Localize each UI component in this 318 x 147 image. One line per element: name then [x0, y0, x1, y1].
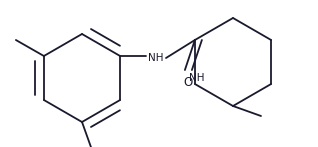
Text: O: O [183, 76, 192, 88]
Text: NH: NH [148, 53, 164, 63]
Text: NH: NH [189, 73, 205, 83]
